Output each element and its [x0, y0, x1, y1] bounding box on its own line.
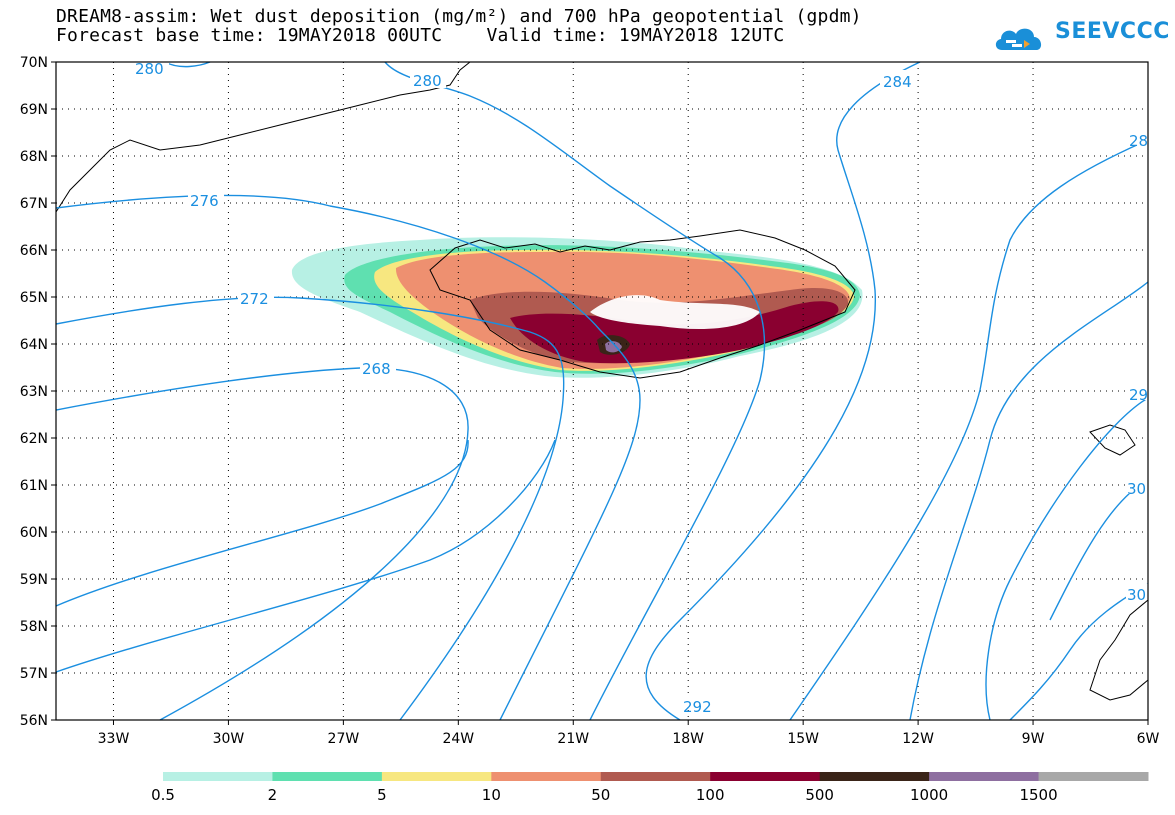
legend-label: 10 — [482, 786, 501, 804]
legend-swatch — [381, 772, 492, 781]
legend-label: 1500 — [1019, 786, 1057, 804]
contour-label: 29 — [1129, 386, 1148, 404]
longitude-label: 6W — [1137, 731, 1160, 747]
contour-labels: 280 280 284 28 276 272 268 292 29 30 30 — [133, 60, 1150, 716]
contour-label: 276 — [190, 192, 219, 210]
legend-label: 1000 — [910, 786, 948, 804]
legend-label: 5 — [377, 786, 387, 804]
latitude-label: 56N — [20, 713, 48, 729]
longitude-label: 21W — [557, 731, 589, 747]
latitude-label: 70N — [20, 55, 48, 71]
latitude-label: 57N — [20, 666, 48, 682]
greenland-coastline — [55, 61, 471, 213]
graticule — [56, 62, 1148, 720]
contour-label: 268 — [362, 360, 391, 378]
latitude-labels: 70N 69N 68N 67N 66N 65N 64N 63N 62N 61N 60N 59N 58N 5… — [20, 55, 56, 729]
contour-label: 272 — [240, 290, 269, 308]
longitude-label: 27W — [328, 731, 360, 747]
legend-swatch — [1038, 772, 1149, 781]
latitude-label: 68N — [20, 149, 48, 165]
legend-swatch — [819, 772, 930, 781]
legend-swatch — [710, 772, 821, 781]
latitude-label: 63N — [20, 384, 48, 400]
legend-swatch — [491, 772, 602, 781]
longitude-label: 15W — [787, 731, 819, 747]
legend-label: 2 — [268, 786, 278, 804]
latitude-label: 59N — [20, 572, 48, 588]
contour-label: 30 — [1127, 586, 1146, 604]
geopotential-contours — [55, 61, 1149, 721]
legend-label: 500 — [805, 786, 834, 804]
latitude-label: 60N — [20, 525, 48, 541]
contour-label: 292 — [683, 698, 712, 716]
faroe-coastline — [1089, 424, 1136, 456]
scotland-coastline — [1089, 599, 1149, 701]
legend-swatch — [163, 772, 273, 781]
latitude-label: 69N — [20, 102, 48, 118]
contour-label: 30 — [1127, 480, 1146, 498]
legend-label: 100 — [696, 786, 725, 804]
latitude-label: 61N — [20, 478, 48, 494]
longitude-label: 12W — [902, 731, 934, 747]
legend-label: 0.5 — [151, 786, 175, 804]
latitude-label: 58N — [20, 619, 48, 635]
longitude-label: 24W — [442, 731, 474, 747]
longitude-label: 30W — [213, 731, 245, 747]
latitude-label: 65N — [20, 290, 48, 306]
latitude-label: 66N — [20, 243, 48, 259]
longitude-labels: 33W 30W 27W 24W 21W 18W 15W 12W 9W 6W — [98, 720, 1160, 747]
latitude-label: 67N — [20, 196, 48, 212]
longitude-label: 33W — [98, 731, 130, 747]
contour-label: 28 — [1129, 132, 1148, 150]
contour-label: 284 — [883, 73, 912, 91]
longitude-label: 9W — [1022, 731, 1045, 747]
legend: 0.5 2 5 10 50 100 500 1000 1500 — [151, 772, 1149, 804]
dust-deposition-field — [291, 237, 863, 378]
contour-label: 280 — [413, 72, 442, 90]
legend-label: 50 — [591, 786, 610, 804]
contour-label: 280 — [135, 60, 164, 78]
legend-swatch — [272, 772, 383, 781]
latitude-label: 64N — [20, 337, 48, 353]
logo-text: SEEVCCC — [1055, 19, 1170, 44]
latitude-label: 62N — [20, 431, 48, 447]
iceland-coastline — [429, 229, 856, 379]
legend-swatch — [600, 772, 711, 781]
cloud-logo-icon — [995, 28, 1042, 50]
title-line-1: DREAM8-assim: Wet dust deposition (mg/m²… — [56, 6, 862, 27]
title-line-2: Forecast base time: 19MAY2018 00UTC Vali… — [56, 25, 785, 46]
longitude-label: 18W — [672, 731, 704, 747]
legend-swatch — [929, 772, 1040, 781]
